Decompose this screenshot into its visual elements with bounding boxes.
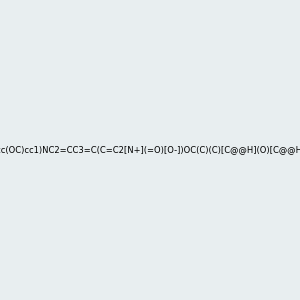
Text: O=C(Cc1ccc(OC)cc1)NC2=CC3=C(C=C2[N+](=O)[O-])OC(C)(C)[C@@H](O)[C@@H]3NC4CC4: O=C(Cc1ccc(OC)cc1)NC2=CC3=C(C=C2[N+](=O)… [0,146,300,154]
